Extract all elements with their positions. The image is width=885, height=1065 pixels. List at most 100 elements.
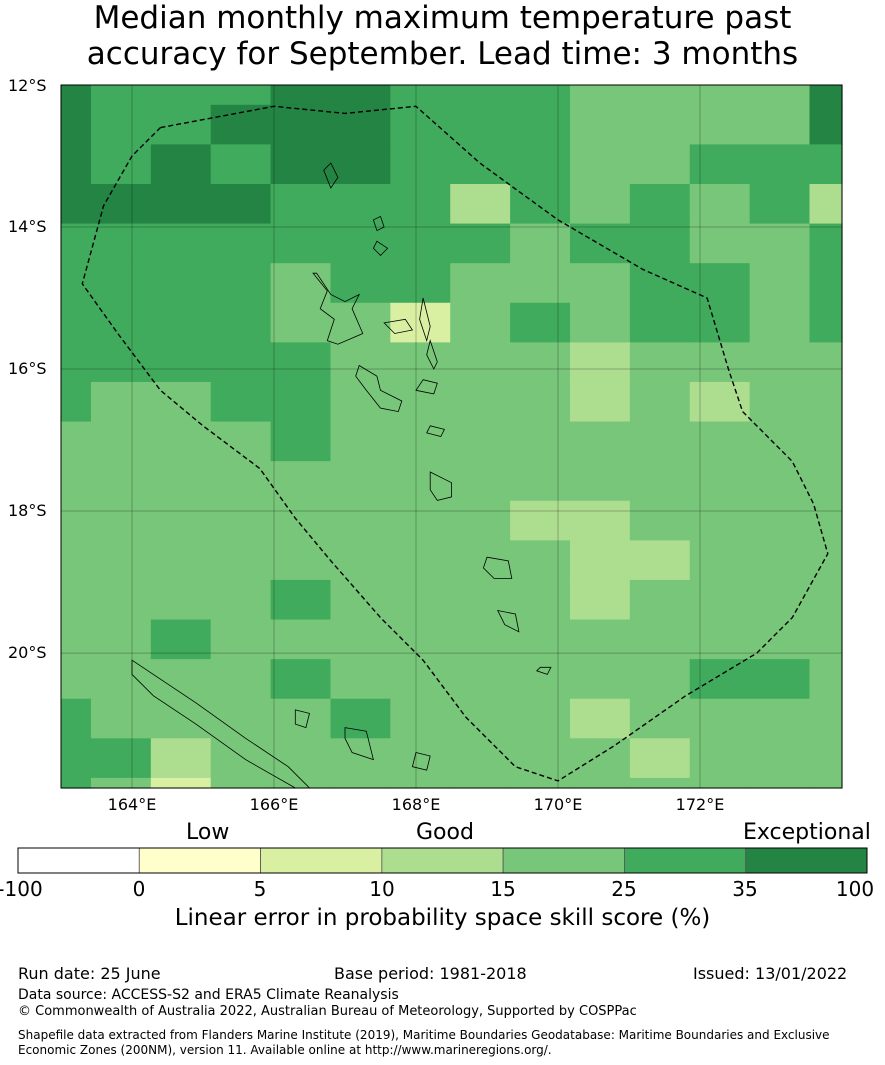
grid-cell [210, 619, 272, 660]
grid-cell [90, 461, 152, 502]
grid-cell [629, 421, 691, 462]
grid-cell [749, 500, 811, 541]
grid-cell [61, 381, 92, 423]
grid-cell [629, 540, 691, 581]
grid-cell [749, 381, 811, 423]
grid-cell [90, 777, 152, 789]
grid-cell [90, 540, 152, 581]
grid-cell [809, 738, 843, 779]
grid-cell [210, 223, 272, 264]
grid-cell [270, 421, 332, 462]
lat-tick-label: 16°S [8, 359, 47, 378]
grid-cell [629, 659, 691, 700]
grid-cell [629, 104, 691, 145]
grid-cell [90, 619, 152, 660]
legend-tick-label: 15 [490, 877, 516, 901]
grid-cell [390, 619, 451, 660]
lon-tick-label: 170°E [533, 795, 583, 814]
grid-cell [510, 144, 571, 185]
grid-cell [569, 540, 631, 581]
lat-tick-label: 18°S [8, 501, 47, 520]
grid-cell [61, 144, 92, 185]
lat-tick-label: 12°S [8, 76, 47, 95]
legend-swatch [745, 847, 868, 874]
grid-cell [689, 302, 751, 343]
grid-cell [629, 461, 691, 502]
grid-cell [210, 777, 272, 789]
grid-cell [569, 302, 631, 343]
grid-cell [90, 698, 152, 739]
grid-cell [90, 85, 152, 106]
grid-cell [689, 579, 751, 621]
grid-cell [390, 381, 451, 423]
grid-cell [450, 738, 511, 779]
grid-cell [809, 461, 843, 502]
grid-cell [210, 500, 272, 541]
island-outline [429, 471, 452, 501]
grid-cell [749, 85, 811, 106]
island-outline [294, 709, 310, 729]
grid-cell [809, 698, 843, 739]
grid-cell [150, 223, 212, 264]
grid-cell [330, 579, 391, 621]
grid-cell [390, 461, 451, 502]
grid-cell [450, 461, 511, 502]
grid-cell [390, 183, 451, 225]
grid-cell [270, 85, 332, 106]
grid-cell [330, 302, 391, 343]
grid-cell [270, 777, 332, 789]
grid-cell [689, 500, 751, 541]
grid-cell [749, 183, 811, 225]
grid-cell [450, 302, 511, 343]
grid-cell [150, 619, 212, 660]
grid-cell [390, 85, 451, 106]
grid-cell [450, 619, 511, 660]
grid-cell [330, 659, 391, 700]
grid-cell [689, 777, 751, 789]
base-period: Base period: 1981-2018 [334, 964, 527, 983]
grid-cell [270, 659, 332, 700]
grid-cell [330, 104, 391, 145]
lon-tick-label: 166°E [249, 795, 299, 814]
grid-cell [450, 223, 511, 264]
island-outline [426, 425, 445, 437]
grid-cell [450, 263, 511, 304]
grid-cell [629, 698, 691, 739]
grid-cell [330, 461, 391, 502]
grid-cell [569, 342, 631, 383]
island-outline [355, 364, 403, 413]
legend-frame [17, 847, 868, 874]
grid-cell [61, 183, 92, 225]
grid-cell [90, 342, 152, 383]
grid-cell [61, 619, 92, 660]
grid-cell [629, 500, 691, 541]
grid-cell [689, 461, 751, 502]
island-outline [312, 272, 364, 345]
grid-cell [90, 144, 152, 185]
grid-cell [809, 342, 843, 383]
grid-cell [510, 698, 571, 739]
island-outline [426, 339, 438, 370]
legend-tick-label: 35 [732, 877, 758, 901]
lon-tick-label: 164°E [107, 795, 157, 814]
legend-swatch [381, 847, 504, 874]
grid-cell [809, 381, 843, 423]
grid-cell [510, 223, 571, 264]
grid-cell [270, 381, 332, 423]
grid-cell [510, 619, 571, 660]
legend-tick-label: 25 [611, 877, 637, 901]
data-source: Data source: ACCESS-S2 and ERA5 Climate … [18, 987, 399, 1003]
grid-cell [749, 777, 811, 789]
grid-cell [510, 777, 571, 789]
grid-cell [629, 85, 691, 106]
legend-tick-label: 10 [369, 877, 395, 901]
grid-cell [689, 183, 751, 225]
grid-cell [450, 104, 511, 145]
grid-cell [61, 104, 92, 145]
island-outline [372, 215, 385, 232]
grid-cell [270, 738, 332, 779]
grid-cell [749, 619, 811, 660]
island-outline [372, 240, 389, 256]
lat-tick-label: 14°S [8, 217, 47, 236]
grid-cell [809, 183, 843, 225]
